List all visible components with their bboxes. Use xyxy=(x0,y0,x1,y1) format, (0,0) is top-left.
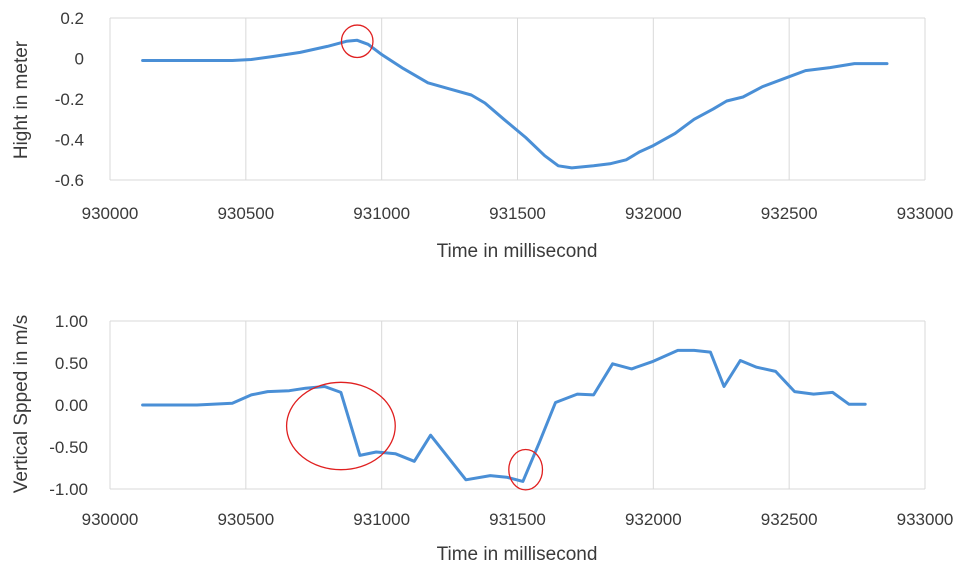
speed-series-line xyxy=(141,348,867,483)
speed-highlight-circle xyxy=(285,381,396,471)
speed-x-tick-label: 931500 xyxy=(489,510,546,529)
height-highlight-circle xyxy=(340,24,374,59)
height-x-axis-title: Time in millisecond xyxy=(437,241,598,262)
speed-markers xyxy=(285,381,544,491)
height-x-tick-label: 931500 xyxy=(489,204,546,223)
height-series-line xyxy=(141,38,889,170)
speed-chart: 1.00 0.50 0.00 -0.50 -1.00 930000 930500 93100… xyxy=(11,312,953,565)
height-y-tick-label: 0.2 xyxy=(60,9,84,28)
height-y-axis-title: Hight in meter xyxy=(11,40,32,159)
height-y-tick-label: -0.4 xyxy=(55,131,84,150)
speed-x-tick-label: 930000 xyxy=(82,510,139,529)
height-x-tick-label: 932000 xyxy=(625,204,682,223)
speed-x-tick-label: 932500 xyxy=(761,510,818,529)
speed-y-axis-title: Vertical Spped in m/s xyxy=(11,315,32,493)
speed-y-ticks: 1.00 0.50 0.00 -0.50 -1.00 xyxy=(49,312,88,499)
speed-grid xyxy=(109,320,926,490)
height-chart: 0.2 0 -0.2 -0.4 -0.6 930000 930500 931000 93150… xyxy=(11,9,953,262)
speed-x-ticks: 930000 930500 931000 931500 932000 932500 9330… xyxy=(82,510,954,529)
speed-y-tick-label: 0.00 xyxy=(55,396,88,415)
height-x-tick-label: 932500 xyxy=(761,204,818,223)
speed-y-tick-label: -0.50 xyxy=(49,438,88,457)
speed-x-tick-label: 931000 xyxy=(353,510,410,529)
height-grid xyxy=(109,17,926,181)
speed-y-tick-label: 1.00 xyxy=(55,312,88,331)
height-y-tick-label: 0 xyxy=(75,50,84,69)
height-y-tick-label: -0.6 xyxy=(55,171,84,190)
height-y-tick-label: -0.2 xyxy=(55,90,84,109)
height-x-ticks: 930000 930500 931000 931500 932000 932500 9330… xyxy=(82,204,954,223)
height-x-tick-label: 930500 xyxy=(217,204,274,223)
height-x-tick-label: 931000 xyxy=(353,204,410,223)
speed-x-tick-label: 933000 xyxy=(897,510,954,529)
speed-x-axis-title: Time in millisecond xyxy=(437,544,598,565)
height-markers xyxy=(340,24,374,59)
speed-x-tick-label: 932000 xyxy=(625,510,682,529)
height-x-tick-label: 933000 xyxy=(897,204,954,223)
speed-y-tick-label: -1.00 xyxy=(49,480,88,499)
speed-x-tick-label: 930500 xyxy=(217,510,274,529)
speed-y-tick-label: 0.50 xyxy=(55,354,88,373)
height-y-ticks: 0.2 0 -0.2 -0.4 -0.6 xyxy=(55,9,84,190)
height-x-tick-label: 930000 xyxy=(82,204,139,223)
speed-highlight-circle xyxy=(508,448,544,491)
